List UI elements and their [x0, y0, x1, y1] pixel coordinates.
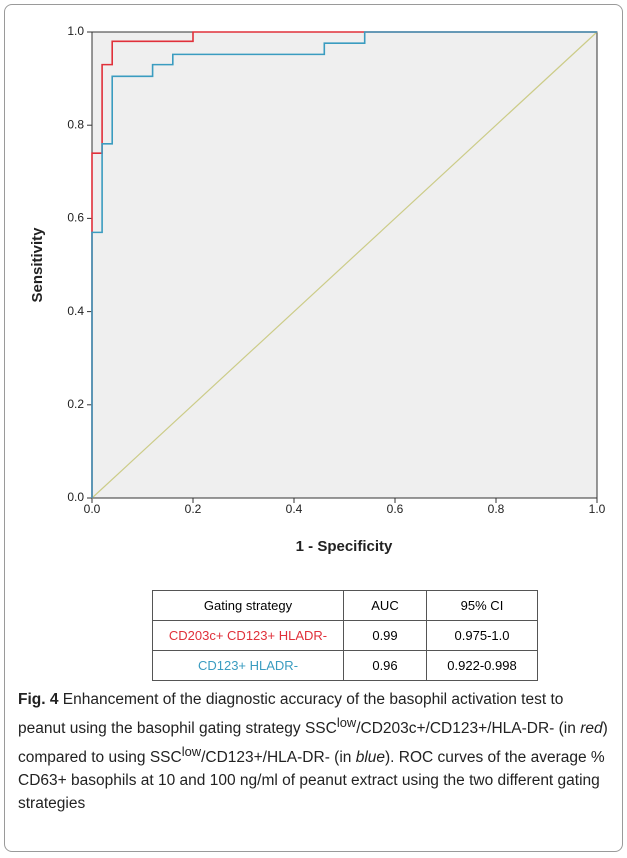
reference-diagonal — [91, 31, 598, 499]
roc-curve — [91, 31, 597, 498]
chart: 1 - Specificity Sensitivity 0.0 0.2 0.4 0.6… — [29, 24, 606, 555]
caption-sup: low — [181, 744, 202, 760]
caption: Fig. 4 Enhancement of the diagnostic acc… — [18, 688, 614, 815]
y-tick-label: 0.6 — [67, 211, 84, 225]
x-tick-label: 0.6 — [387, 502, 404, 516]
cell: 0.99 — [343, 620, 427, 651]
cell: 0.922-0.998 — [426, 650, 538, 681]
y-axis-title: Sensitivity — [29, 227, 46, 303]
y-tick-label: 1.0 — [67, 24, 84, 38]
x-tick-label: 0.2 — [185, 502, 202, 516]
caption-italic: red — [580, 720, 603, 738]
y-tick-label: 0.4 — [67, 304, 84, 318]
caption-text: /CD203c+/CD123+/HLA-DR- (in — [356, 720, 581, 738]
header-cell: Gating strategy — [152, 590, 344, 621]
x-tick-label: 0.8 — [488, 502, 505, 516]
caption-text: Enhancement of the diagnostic accuracy o… — [18, 691, 564, 738]
caption-sup: low — [336, 715, 357, 730]
table-header: Gating strategy AUC 95% CI — [152, 590, 538, 621]
auc-table: Gating strategy AUC 95% CI CD203c+ CD123… — [152, 590, 538, 681]
caption-text: ) compared to using SSC — [18, 720, 608, 767]
caption-italic: blue — [355, 749, 386, 767]
cell: CD203c+ CD123+ HLADR- — [152, 620, 344, 651]
cell: CD123+ HLADR- — [152, 650, 344, 681]
x-tick-label: 0.4 — [286, 502, 303, 516]
table-row: CD203c+ CD123+ HLADR- 0.99 0.975-1.0 — [152, 620, 538, 651]
y-tick-label: 0.0 — [67, 490, 84, 504]
header-cell: 95% CI — [426, 590, 538, 621]
y-tick-label: 0.8 — [67, 117, 84, 131]
cell: 0.975-1.0 — [426, 620, 538, 651]
x-tick-label: 0.0 — [84, 502, 101, 516]
roc-curve — [91, 31, 597, 498]
x-tick-label: 1.0 — [589, 502, 606, 516]
table-row: CD123+ HLADR- 0.96 0.922-0.998 — [152, 650, 538, 681]
cell: 0.96 — [343, 650, 427, 681]
caption-label: Fig. 4 — [18, 691, 59, 708]
caption-text: /CD123+/HLA-DR- (in — [201, 749, 356, 767]
figure-frame — [4, 4, 623, 852]
y-tick-label: 0.2 — [67, 397, 84, 411]
caption-text: ). ROC curves of the average % CD63+ bas… — [18, 749, 605, 813]
x-axis-title: 1 - Specificity — [296, 538, 393, 555]
header-cell: AUC — [343, 590, 427, 621]
